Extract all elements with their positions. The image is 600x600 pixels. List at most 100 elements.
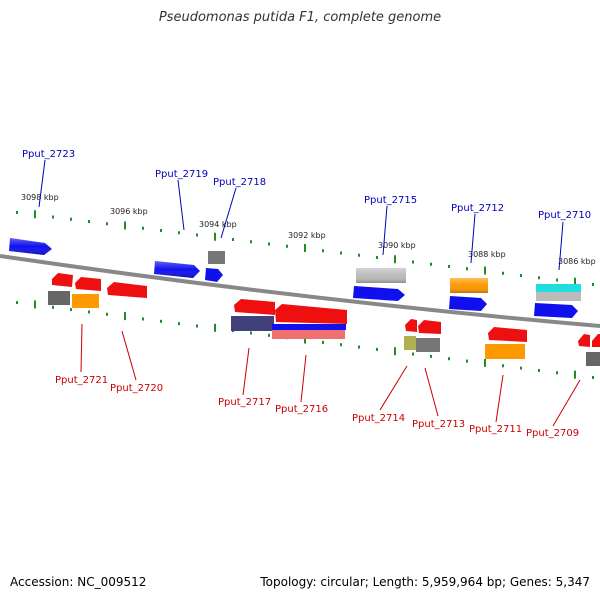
scale-label-3088: 3088 kbp — [468, 250, 506, 259]
upper-scale-minor-tick — [412, 260, 414, 264]
upper-scale-minor-tick — [52, 215, 54, 219]
gene-pput-2714-box[interactable] — [404, 336, 416, 350]
label-pput-2715[interactable]: Pput_2715 — [364, 195, 417, 206]
label-pput-2716[interactable]: Pput_2716 — [275, 404, 328, 415]
upper-scale-minor-tick — [250, 240, 252, 244]
label-pput-2712[interactable]: Pput_2712 — [451, 203, 504, 214]
gene-pput-2720-box[interactable] — [72, 294, 99, 308]
upper-scale-minor-tick — [520, 274, 522, 277]
gene-pput-2708[interactable] — [592, 334, 600, 347]
lower-scale-minor-tick — [448, 357, 450, 361]
label-pput-2709[interactable]: Pput_2709 — [526, 428, 579, 439]
lower-scale-minor-tick — [520, 366, 522, 370]
lower-scale-track — [16, 300, 594, 379]
upper-scale-major-tick — [484, 266, 486, 275]
lower-scale-minor-tick — [592, 375, 594, 379]
genome-backbone — [0, 254, 600, 328]
upper-scale-minor-tick — [430, 262, 432, 266]
lower-scale-minor-tick — [16, 301, 18, 305]
label-pput-2718[interactable]: Pput_2718 — [213, 177, 266, 188]
gene-shade — [450, 278, 488, 293]
gene-pput-2711[interactable] — [488, 327, 527, 342]
gene-pput-2722[interactable] — [52, 273, 73, 287]
upper-scale-minor-tick — [88, 220, 90, 223]
lower-scale-major-tick — [574, 370, 576, 379]
label-pput-2713[interactable]: Pput_2713 — [412, 419, 465, 430]
upper-scale-minor-tick — [538, 276, 540, 280]
upper-scale-minor-tick — [322, 249, 324, 253]
upper-scale-major-tick — [214, 232, 216, 241]
accession-text: Accession: NC_009512 — [10, 575, 147, 589]
gene-box-gray — [536, 292, 581, 301]
upper-scale-minor-tick — [70, 217, 72, 221]
gene-pput-2721-arrow[interactable] — [75, 277, 101, 291]
lower-scale-minor-tick — [52, 305, 54, 309]
label-pput-2710[interactable]: Pput_2710 — [538, 210, 591, 221]
gene-pput-2720[interactable] — [107, 282, 147, 298]
gene-pput-2721-box[interactable] — [48, 291, 70, 305]
lower-scale-major-tick — [34, 300, 36, 309]
gene-pput-2714[interactable] — [405, 319, 417, 332]
lower-scale-minor-tick — [358, 345, 360, 349]
gene-pput-2715[interactable] — [353, 286, 405, 301]
upper-scale-major-tick — [574, 277, 576, 286]
gene-pput-2716[interactable] — [275, 304, 347, 324]
upper-scale-minor-tick — [448, 265, 450, 268]
gene-pput-2710[interactable] — [534, 303, 578, 318]
upper-scale-major-tick — [34, 210, 36, 219]
upper-scale-minor-tick — [502, 271, 504, 275]
lower-scale-minor-tick — [178, 322, 180, 326]
upper-scale-minor-tick — [286, 244, 288, 248]
upper-scale-minor-tick — [358, 253, 360, 257]
gene-pput-2709[interactable] — [578, 334, 590, 347]
gene-pput-2718[interactable] — [205, 268, 223, 282]
lower-scale-minor-tick — [502, 364, 504, 368]
top-leader-lines — [38, 159, 564, 271]
gene-shade — [154, 261, 200, 278]
label-pput-2717[interactable]: Pput_2717 — [218, 397, 271, 408]
gene-pput-2713[interactable] — [418, 320, 441, 334]
gene-pput-2716-box-pink — [272, 330, 345, 339]
gene-pput-2712[interactable] — [449, 296, 487, 311]
lower-scale-minor-tick — [340, 343, 342, 347]
gene-features-upper — [9, 238, 581, 318]
gene-pput-2718-box[interactable] — [208, 251, 225, 264]
lower-scale-major-tick — [304, 335, 306, 344]
topology-text: Topology: circular; Length: 5,959,964 bp… — [260, 575, 590, 589]
lower-scale-minor-tick — [106, 312, 108, 316]
gene-pput-2717-box[interactable] — [231, 316, 274, 331]
gene-features-lower — [48, 273, 600, 366]
lower-scale-major-tick — [484, 358, 486, 367]
label-pput-2720[interactable]: Pput_2720 — [110, 383, 163, 394]
scale-label-3096: 3096 kbp — [110, 207, 148, 216]
lower-scale-minor-tick — [538, 368, 540, 372]
gene-pput-2716-box-blue — [272, 324, 346, 330]
scale-label-3094: 3094 kbp — [199, 220, 237, 229]
lower-scale-minor-tick — [412, 352, 414, 356]
upper-scale-major-tick — [304, 244, 306, 252]
label-pput-2721[interactable]: Pput_2721 — [55, 375, 108, 386]
label-pput-2711[interactable]: Pput_2711 — [469, 424, 522, 435]
upper-scale-track — [16, 210, 594, 286]
gene-pput-2717[interactable] — [234, 299, 275, 315]
gene-pput-2713-box[interactable] — [416, 338, 440, 352]
label-pput-2714[interactable]: Pput_2714 — [352, 413, 405, 424]
upper-scale-minor-tick — [556, 278, 558, 282]
upper-scale-minor-tick — [160, 229, 162, 232]
lower-scale-minor-tick — [250, 331, 252, 335]
lower-scale-minor-tick — [142, 317, 144, 321]
label-pput-2719[interactable]: Pput_2719 — [155, 169, 208, 180]
upper-scale-minor-tick — [106, 222, 108, 226]
upper-scale-minor-tick — [196, 233, 198, 237]
gene-pput-2710-box[interactable] — [536, 284, 581, 294]
lower-scale-major-tick — [124, 312, 126, 321]
scale-label-3086: 3086 kbp — [558, 257, 596, 266]
upper-scale-major-tick — [124, 221, 126, 230]
lower-scale-minor-tick — [196, 324, 198, 328]
lower-scale-minor-tick — [322, 340, 324, 344]
map-title: Pseudomonas putida F1, complete genome — [158, 10, 442, 25]
gene-pput-2711-box[interactable] — [485, 344, 525, 359]
lower-scale-major-tick — [394, 347, 396, 356]
label-pput-2723[interactable]: Pput_2723 — [22, 149, 75, 160]
gene-pput-2709-box[interactable] — [586, 352, 600, 366]
